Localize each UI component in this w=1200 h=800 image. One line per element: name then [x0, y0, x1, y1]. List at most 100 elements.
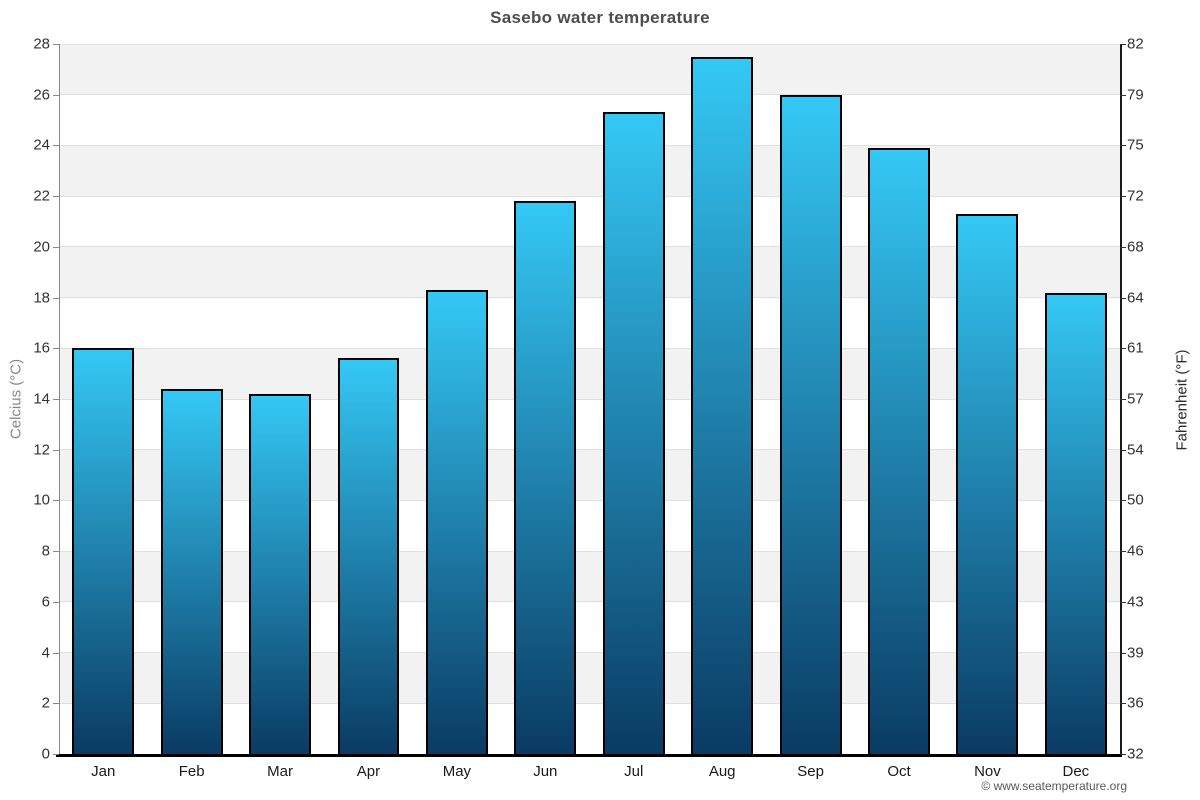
y-tick-label-fahrenheit: 79 — [1127, 86, 1144, 104]
x-tick-label-mar: Mar — [267, 763, 293, 780]
bar-nov[interactable] — [956, 213, 1019, 754]
gridline — [59, 550, 1120, 552]
right-axis-tick — [1120, 754, 1126, 755]
right-axis-tick — [1120, 348, 1126, 350]
y-tick-label-fahrenheit: 82 — [1127, 35, 1144, 53]
bar-column-oct — [855, 44, 943, 754]
right-axis-tick — [1120, 652, 1126, 654]
right-axis-tick — [1120, 297, 1126, 299]
y-tick-label-celsius: 10 — [33, 491, 50, 509]
left-axis-tick — [53, 297, 59, 299]
y-tick-label-celsius: 14 — [33, 390, 50, 408]
plot-band — [59, 196, 1120, 247]
bar-feb[interactable] — [160, 388, 223, 754]
left-axis-tick — [53, 601, 59, 603]
gridline — [59, 297, 1120, 299]
right-axis-tick — [1120, 399, 1126, 400]
y-tick-label-fahrenheit: 32 — [1127, 745, 1144, 763]
y-tick-label-celsius: 4 — [41, 644, 50, 662]
gridline — [59, 195, 1120, 197]
bar-apr[interactable] — [337, 358, 400, 754]
bar-mar[interactable] — [249, 393, 311, 754]
y-tick-label-fahrenheit: 75 — [1127, 136, 1144, 154]
bar-column-may — [413, 44, 501, 754]
gridline — [59, 499, 1120, 501]
gridline — [59, 449, 1120, 451]
bar-column-nov — [943, 44, 1031, 754]
plot-band — [59, 703, 1120, 754]
y-tick-label-celsius: 16 — [33, 339, 50, 357]
y-tick-label-fahrenheit: 43 — [1127, 593, 1144, 611]
bar-jan[interactable] — [72, 348, 135, 754]
y-axis-left-line — [59, 44, 60, 754]
copyright-text: © www.seatemperature.org — [981, 779, 1127, 793]
x-axis-line — [56, 754, 1122, 757]
x-tick-label-jun: Jun — [533, 763, 558, 780]
bar-may[interactable] — [425, 289, 488, 754]
right-axis-tick — [1120, 601, 1126, 603]
y-tick-label-celsius: 8 — [41, 542, 50, 560]
plot-band — [59, 449, 1120, 501]
y-tick-label-celsius: 2 — [41, 694, 50, 712]
chart-title: Sasebo water temperature — [490, 8, 710, 27]
y-axis-right-title: Fahrenheit (°F) — [1173, 349, 1191, 451]
bar-oct[interactable] — [868, 147, 930, 754]
x-tick-label-nov: Nov — [974, 763, 1001, 780]
plot-band — [59, 348, 1120, 399]
x-tick-label-aug: Aug — [708, 763, 736, 780]
y-axis-left-title: Celcius (°C) — [7, 358, 25, 440]
left-axis-tick — [53, 94, 59, 96]
gridline — [59, 398, 1120, 400]
x-tick-label-oct: Oct — [887, 763, 911, 780]
bar-jun[interactable] — [514, 201, 577, 754]
y-tick-label-celsius: 6 — [41, 593, 50, 611]
left-axis-tick — [53, 652, 59, 654]
bar-sep[interactable] — [779, 94, 842, 754]
bar-jul[interactable] — [602, 112, 665, 754]
x-tick-label-jan: Jan — [91, 763, 116, 780]
bar-aug[interactable] — [691, 56, 754, 754]
plot-band — [59, 94, 1120, 146]
y-tick-label-celsius: 0 — [41, 745, 50, 763]
y-tick-label-fahrenheit: 54 — [1127, 441, 1144, 459]
right-axis-tick — [1120, 44, 1126, 45]
y-tick-label-celsius: 20 — [33, 238, 50, 256]
plot-band — [59, 297, 1120, 349]
gridline — [59, 652, 1120, 654]
right-axis-tick — [1120, 246, 1126, 248]
bar-dec[interactable] — [1044, 292, 1107, 754]
right-axis-tick — [1120, 703, 1126, 705]
plot-band — [59, 652, 1120, 704]
plot-band — [59, 145, 1120, 197]
left-axis-tick — [53, 44, 59, 45]
bars-container — [59, 44, 1120, 754]
x-axis-labels: Jan Feb Mar Apr May Jun Jul Aug Sep Oct Nov Dec — [59, 760, 1120, 784]
bar-column-jul — [590, 44, 678, 754]
gridline — [59, 246, 1120, 248]
x-tick-label-feb: Feb — [178, 763, 205, 780]
left-axis-tick — [53, 703, 59, 705]
right-axis-tick — [1120, 145, 1126, 147]
bar-column-aug — [678, 44, 766, 754]
bar-column-feb — [147, 44, 235, 754]
left-axis-tick — [53, 500, 59, 502]
y-tick-label-fahrenheit: 72 — [1127, 187, 1144, 205]
x-tick-label-apr: Apr — [356, 763, 381, 780]
bar-column-sep — [766, 44, 854, 754]
bar-column-mar — [236, 44, 324, 754]
plot-band — [59, 500, 1120, 552]
x-tick-label-jul: Jul — [624, 763, 644, 780]
right-axis-tick — [1120, 551, 1126, 553]
left-axis-tick — [53, 196, 59, 198]
y-tick-label-fahrenheit: 36 — [1127, 694, 1144, 712]
plot-band — [59, 551, 1120, 602]
x-tick-label-sep: Sep — [797, 763, 824, 780]
y-tick-label-fahrenheit: 61 — [1127, 339, 1144, 357]
plot-band — [59, 399, 1120, 450]
gridline — [59, 43, 1120, 45]
plot-band — [59, 246, 1120, 298]
right-axis-tick — [1120, 449, 1126, 451]
y-tick-label-celsius: 22 — [33, 187, 50, 205]
gridline — [59, 144, 1120, 146]
